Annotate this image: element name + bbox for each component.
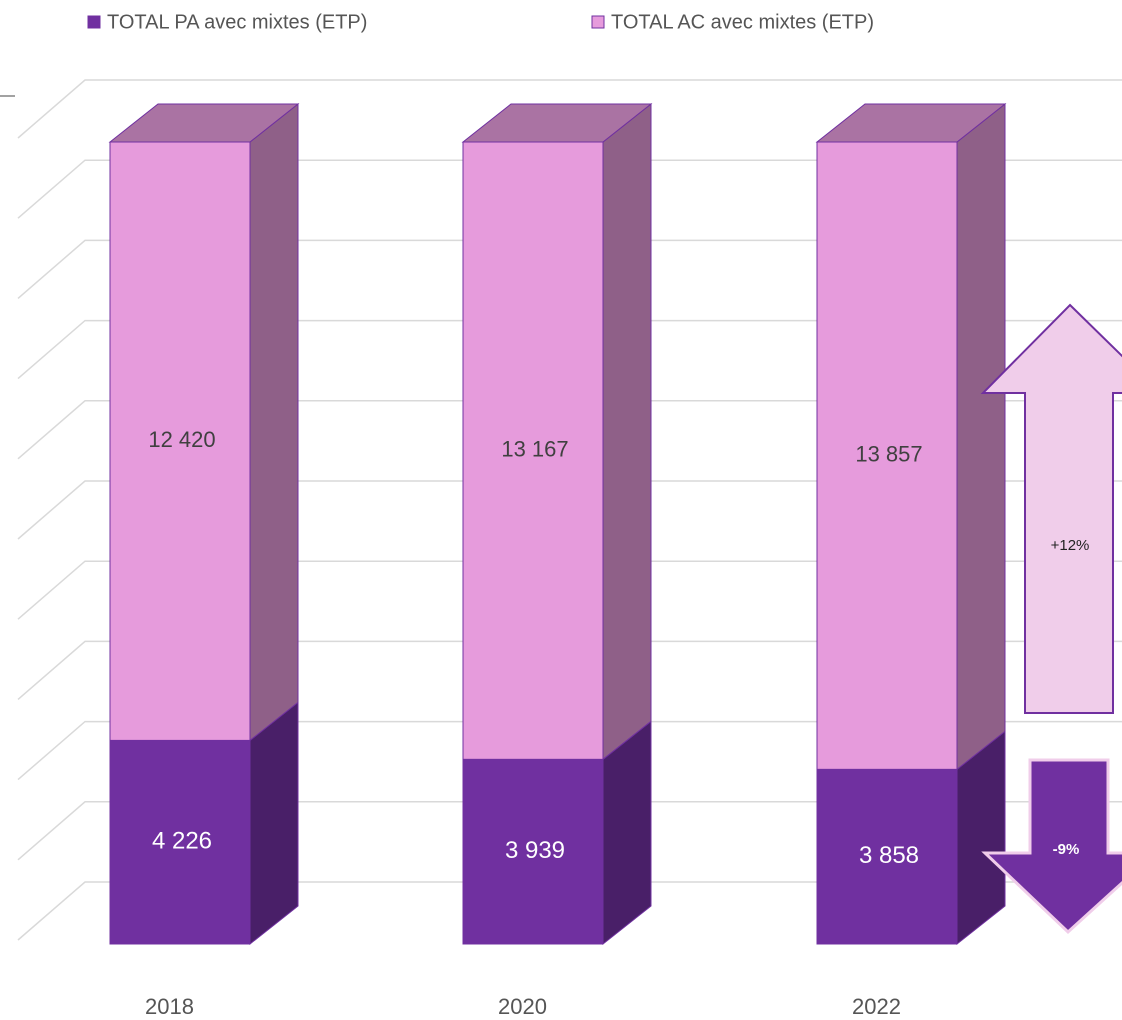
value-label: 13 167 (501, 436, 568, 461)
annotation: +12% (1051, 537, 1090, 554)
bar (109, 141, 251, 741)
grid-line (17, 881, 1122, 941)
x-tick-label: 2022 (852, 994, 901, 1019)
legend-label: TOTAL AC avec mixtes (ETP) (611, 11, 874, 33)
grid-line (17, 640, 1122, 700)
grid-line (17, 400, 1122, 460)
legend-swatch (591, 15, 605, 29)
grid-line (17, 720, 1122, 781)
bar (816, 141, 958, 770)
bar-side (602, 720, 652, 946)
x-tick-label: 2020 (498, 994, 547, 1019)
value-label: 13 857 (855, 441, 922, 466)
grid (17, 79, 1122, 941)
bar-side (249, 701, 299, 946)
bar (462, 141, 604, 760)
bar-side (956, 102, 1006, 771)
grid-line (17, 480, 1122, 540)
arrows (980, 303, 1122, 935)
legend-swatch (87, 15, 101, 29)
bar-side (249, 102, 299, 742)
value-label: 3 858 (859, 842, 919, 869)
grid-line (17, 560, 1122, 620)
bar (816, 768, 958, 945)
grid-line (17, 239, 1122, 299)
value-label: 4 226 (152, 828, 212, 855)
value-label: 12 420 (148, 427, 215, 452)
bar-side (602, 102, 652, 761)
bar-top (108, 103, 300, 143)
bar-top (815, 103, 1007, 143)
annotation: -9% (1053, 841, 1080, 858)
grid-line (17, 79, 1122, 139)
bar (109, 739, 251, 945)
bars: 4 226 12 420 2018 3 939 13 167 2020 3 858 13 85… (108, 102, 1007, 1019)
grid-line (17, 801, 1122, 861)
legend: TOTAL PA avec mixtes (ETP) TOTAL AC avec … (87, 11, 874, 33)
legend-label: TOTAL PA avec mixtes (ETP) (107, 11, 367, 33)
bar-top (461, 103, 653, 143)
value-label: 3 939 (505, 837, 565, 864)
down-arrow (981, 758, 1122, 935)
x-tick-label: 2018 (145, 994, 194, 1019)
up-arrow (980, 303, 1122, 714)
grid-line (17, 319, 1122, 380)
grid-line (17, 159, 1122, 219)
bar (462, 758, 604, 945)
